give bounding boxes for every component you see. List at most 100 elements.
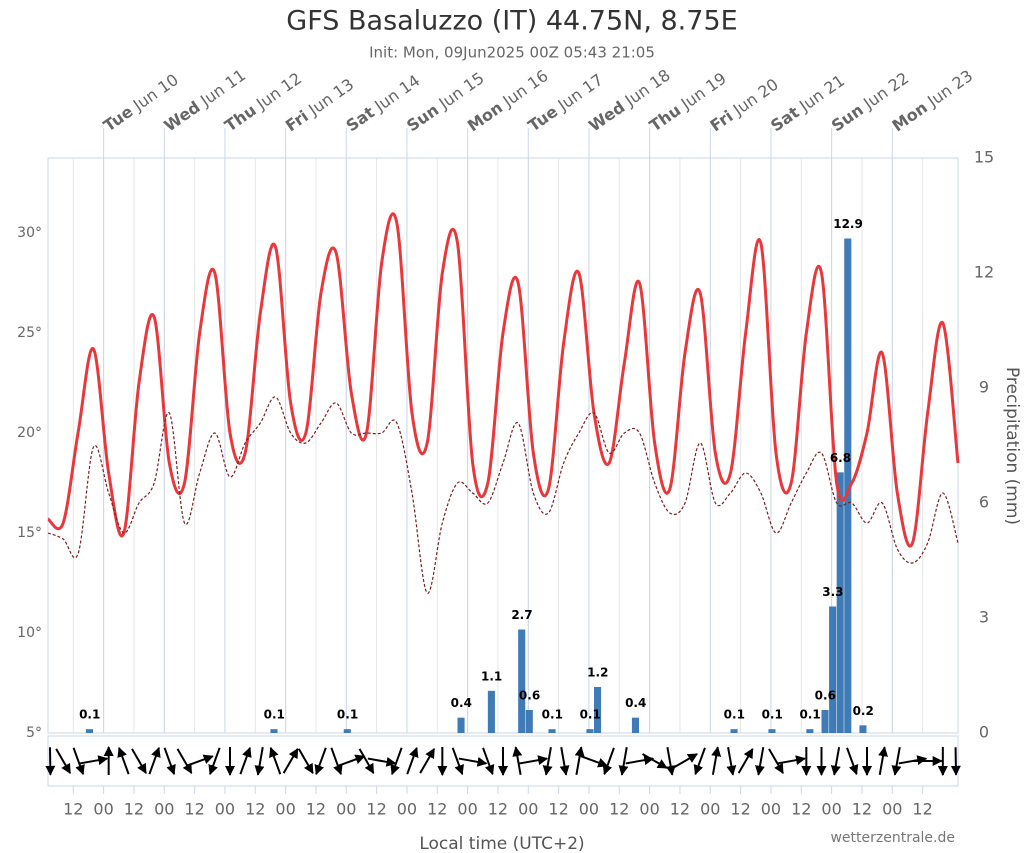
x-tick-label: 00 <box>154 800 174 819</box>
wind-arrow <box>482 747 495 776</box>
wind-arrow <box>519 755 549 766</box>
precip-label: 0.4 <box>625 696 646 710</box>
date: Jun 22 <box>859 68 912 113</box>
wind-arrow <box>79 755 109 766</box>
precip-label: 0.4 <box>451 696 472 710</box>
precip-bar <box>844 238 852 733</box>
precip-bar <box>518 629 526 733</box>
wind-arrow <box>777 755 806 766</box>
wind-arrow <box>878 746 888 775</box>
precip-bar <box>829 606 837 733</box>
y2-tick-label: 15 <box>974 148 994 167</box>
precip-bar <box>594 687 602 733</box>
weekday: Thu <box>646 100 685 135</box>
x-axis-label: Local time (UTC+2) <box>419 834 584 853</box>
precip-label: 0.1 <box>724 708 745 722</box>
precip-bar <box>586 729 594 733</box>
plot-frame <box>47 157 959 734</box>
precip-bar <box>457 717 465 733</box>
weekday: Sun <box>403 100 442 135</box>
date: Jun 20 <box>729 74 782 119</box>
x-tick-label: 00 <box>518 800 538 819</box>
wind-arrow <box>580 755 609 768</box>
wind-arrow <box>898 755 928 766</box>
precip-bar <box>806 729 814 733</box>
wind-arrow <box>737 748 754 774</box>
y-tick-label: 5° <box>26 725 42 741</box>
precip-label: 0.1 <box>79 708 100 722</box>
y-tick-label: 15° <box>17 525 42 541</box>
x-tick-label: 00 <box>457 800 477 819</box>
x-tick-label: 00 <box>882 800 902 819</box>
wind-arrow <box>602 747 615 776</box>
precip-label: 12.9 <box>833 217 863 231</box>
x-tick-label: 12 <box>670 800 690 819</box>
temperature-lines <box>47 212 960 594</box>
weekday: Sat <box>342 102 378 135</box>
wind-arrow <box>768 748 784 774</box>
x-tick-label: 12 <box>184 800 204 819</box>
y2-tick-label: 12 <box>974 263 994 282</box>
date: Jun 19 <box>676 68 729 113</box>
chart-subtitle: Init: Mon, 09Jun2025 00Z 05:43 21:05 <box>369 44 655 62</box>
precip-bar <box>836 472 844 733</box>
date: Jun 23 <box>923 66 976 111</box>
precipitation <box>85 238 867 733</box>
x-tick-label: 12 <box>366 800 386 819</box>
precip-label: 0.1 <box>542 708 563 722</box>
wind-arrow <box>625 755 655 766</box>
precip-bar <box>821 710 829 733</box>
chart-title: GFS Basaluzzo (IT) 44.75N, 8.75E <box>286 6 737 37</box>
wind-arrow <box>406 746 419 775</box>
precip-bar <box>487 690 495 733</box>
precip-label: 0.1 <box>580 708 601 722</box>
wind-arrow <box>367 756 397 767</box>
precip-label: 0.1 <box>337 708 358 722</box>
wind-frame <box>47 735 959 787</box>
x-tick-label: 00 <box>275 800 295 819</box>
date: Jun 10 <box>129 70 182 115</box>
precip-label: 0.1 <box>264 708 285 722</box>
grid <box>47 128 959 794</box>
date: Jun 17 <box>553 70 606 115</box>
weekday: Mon <box>888 97 930 135</box>
date: Jun 14 <box>370 70 423 115</box>
wind-arrow <box>642 753 668 769</box>
wind-arrow <box>542 747 553 776</box>
wind-arrow <box>163 747 176 776</box>
wind-arrow <box>830 747 841 776</box>
y-tick-label: 25° <box>17 325 42 341</box>
precip-bar <box>270 729 278 733</box>
wind-arrow <box>337 754 366 767</box>
x-tick-label: 12 <box>791 800 811 819</box>
y-tick-label: 20° <box>17 425 42 441</box>
weekday: Wed <box>160 97 203 135</box>
x-tick-label: 12 <box>548 800 568 819</box>
weekday: Thu <box>221 100 260 135</box>
wind-arrow <box>239 746 252 775</box>
weekday: Mon <box>464 97 506 135</box>
y2-tick-label: 3 <box>979 608 989 627</box>
y2-tick-label: 6 <box>979 493 989 512</box>
credit: wetterzentrale.de <box>830 830 955 846</box>
date: Jun 18 <box>620 65 673 110</box>
wind-arrow <box>282 748 299 774</box>
date: Jun 15 <box>434 68 487 113</box>
precip-bar <box>730 729 738 733</box>
x-tick-label: 12 <box>124 800 144 819</box>
x-tick-label: 00 <box>215 800 235 819</box>
y-tick-label: 10° <box>17 625 42 641</box>
x-tick-label: 00 <box>700 800 720 819</box>
wind-arrow <box>672 753 698 769</box>
wind-arrow <box>208 747 221 776</box>
precip-label: 0.6 <box>519 689 540 703</box>
wind-arrow <box>314 747 327 776</box>
precip-bar <box>768 729 776 733</box>
x-tick-label: 12 <box>852 800 872 819</box>
precip-label: 3.3 <box>822 585 843 599</box>
y2-tick-label: 9 <box>979 378 989 397</box>
date: Jun 21 <box>795 70 848 115</box>
wind-arrow <box>618 747 629 776</box>
precip-label: 0.1 <box>762 708 783 722</box>
wind-arrow <box>269 746 282 775</box>
